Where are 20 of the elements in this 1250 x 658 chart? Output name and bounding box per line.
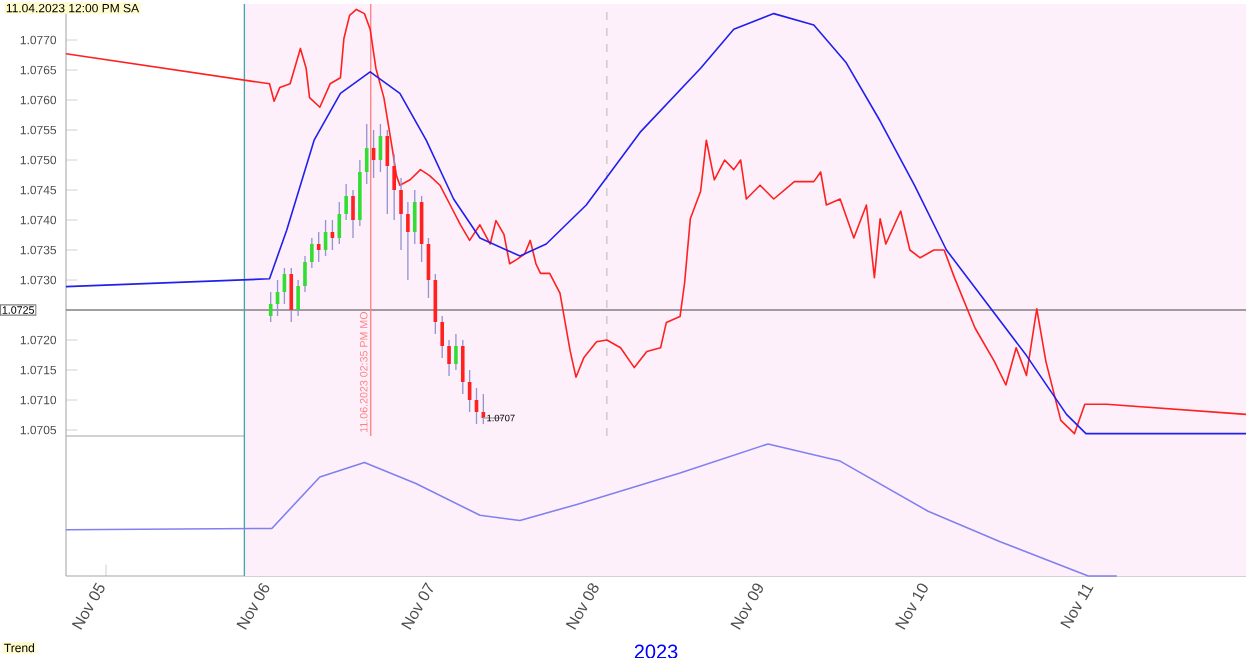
x-axis-title: 2023 — [634, 644, 678, 658]
candlestick — [303, 255, 307, 293]
candlestick — [460, 339, 465, 395]
candlestick — [399, 177, 403, 251]
candlestick — [344, 183, 348, 221]
candlestick — [392, 153, 396, 221]
candlestick — [406, 201, 410, 281]
candlestick — [296, 279, 300, 317]
candlestick — [337, 201, 342, 245]
candlestick — [454, 333, 458, 371]
candlestick — [364, 123, 369, 185]
candlestick — [310, 237, 314, 269]
candlestick — [447, 339, 451, 377]
candlestick — [358, 159, 362, 227]
candlestick — [351, 189, 355, 239]
candlestick — [412, 189, 417, 245]
candlestick — [385, 129, 390, 215]
candlestick — [316, 231, 321, 263]
candlestick — [440, 315, 444, 359]
candlestick — [289, 267, 294, 323]
